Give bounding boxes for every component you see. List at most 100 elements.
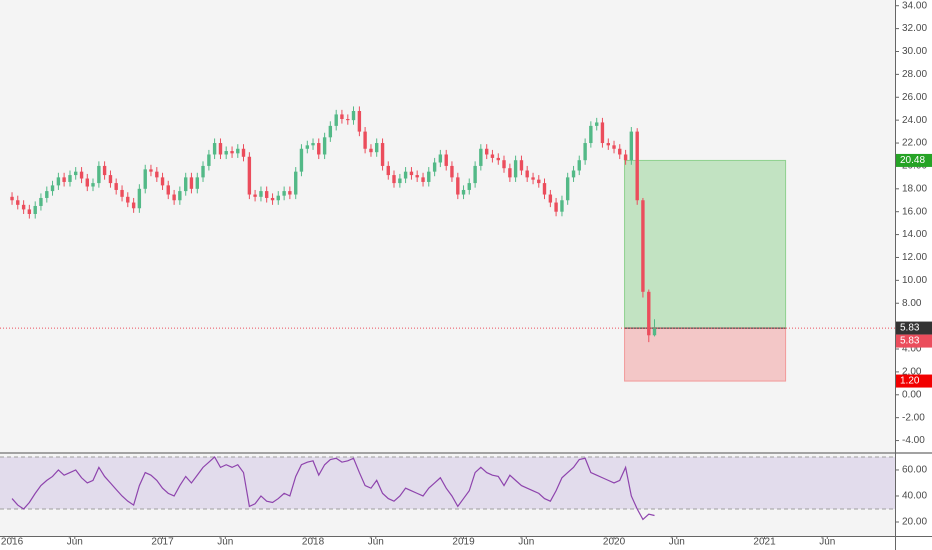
profit-zone — [624, 159, 787, 329]
y-tick-label: 18.00 — [902, 183, 927, 194]
candle-body — [334, 114, 338, 126]
candle-body — [143, 169, 147, 189]
x-tick-label: Jun — [67, 537, 83, 548]
candle-body — [218, 143, 223, 155]
rsi-line — [11, 455, 655, 521]
candle-body — [299, 148, 304, 172]
candle-body — [392, 175, 396, 184]
candle-body — [444, 154, 448, 166]
candle-body — [415, 175, 419, 178]
candle-body — [264, 191, 269, 198]
candle-body — [589, 125, 593, 144]
candle-body — [311, 143, 315, 146]
candle-body — [652, 328, 657, 336]
candle-body — [56, 177, 61, 186]
candle-body — [45, 191, 49, 198]
candle-body — [172, 194, 176, 201]
candle-body — [641, 200, 645, 292]
candle-body — [456, 177, 460, 195]
candle-body — [618, 148, 622, 155]
x-tick-label: 2020 — [603, 537, 626, 548]
candle-body — [531, 177, 535, 180]
candle-body — [502, 160, 506, 169]
x-tick-label: Jun — [669, 537, 685, 548]
candle-body — [548, 194, 553, 203]
candle-body — [247, 156, 252, 195]
target-label-bg — [896, 153, 932, 167]
candle-body — [519, 160, 524, 171]
candle-body — [623, 154, 628, 161]
y-tick-label: -2.00 — [902, 412, 925, 423]
candle-body — [189, 177, 194, 189]
candle-body — [380, 143, 385, 166]
candle-body — [577, 160, 581, 171]
x-tick-label: 2018 — [302, 537, 325, 548]
candle-body — [224, 151, 228, 155]
entry-label-bg — [896, 334, 932, 348]
candle-body — [10, 196, 14, 201]
candle-body — [374, 143, 379, 153]
candle-body — [212, 143, 217, 155]
target-label: 20.48 — [900, 155, 925, 166]
candle-body — [542, 183, 547, 195]
y-tick-label: 2.00 — [902, 367, 922, 378]
y-tick-label: 22.00 — [902, 138, 927, 149]
y-tick-label: 4.00 — [902, 344, 922, 355]
candle-body — [340, 114, 344, 120]
candle-body — [276, 195, 280, 201]
candle-body — [131, 202, 136, 209]
last-price-label-bg — [896, 321, 932, 335]
candle-body — [351, 110, 356, 121]
last-price-label: 5.83 — [900, 323, 920, 334]
candle-body — [322, 137, 327, 155]
candle-body — [427, 171, 431, 182]
y-tick-label: 34.00 — [902, 0, 927, 11]
candle-body — [253, 194, 257, 197]
candle-body — [39, 197, 43, 206]
candle-body — [606, 143, 611, 146]
x-tick-label: Jun — [368, 537, 384, 548]
loss-zone — [624, 327, 787, 382]
candle-body — [450, 165, 454, 178]
candle-body — [328, 125, 333, 138]
y-tick-label: 0.00 — [902, 389, 922, 400]
candle-body — [560, 200, 564, 212]
entry-label: 5.83 — [900, 336, 920, 347]
candle-body — [409, 171, 414, 176]
y-tick-label: 32.00 — [902, 23, 927, 34]
candle-body — [259, 191, 263, 197]
candle-body — [149, 169, 153, 172]
candle-body — [479, 148, 483, 166]
candle-body — [178, 191, 182, 201]
candle-body — [490, 154, 495, 158]
candle-body — [62, 177, 66, 182]
candle-body — [629, 131, 634, 161]
candle-body — [16, 200, 20, 205]
candle-body — [184, 177, 188, 192]
candle-body — [508, 168, 512, 178]
candle-body — [85, 178, 89, 187]
candle-body — [207, 154, 211, 166]
candle-body — [595, 122, 599, 126]
candle-body — [68, 175, 72, 182]
candle-body — [317, 143, 321, 155]
candle-body — [473, 165, 477, 184]
x-tick-label: Jun — [819, 537, 835, 548]
candle-body — [600, 122, 605, 144]
rsi-band — [0, 456, 895, 509]
y-tick-label: 28.00 — [902, 69, 927, 80]
candle-body — [357, 110, 362, 132]
candle-body — [91, 183, 95, 187]
candle-body — [288, 191, 292, 195]
candle-body — [270, 197, 275, 201]
candle-body — [565, 177, 570, 201]
candle-body — [513, 160, 518, 178]
x-tick-label: 2017 — [151, 537, 174, 548]
candle-body — [583, 143, 587, 161]
candle-body — [403, 171, 408, 179]
candle-body — [155, 171, 159, 178]
stop-label-bg — [896, 374, 932, 388]
candle-body — [33, 205, 37, 214]
candle-body — [73, 171, 78, 176]
